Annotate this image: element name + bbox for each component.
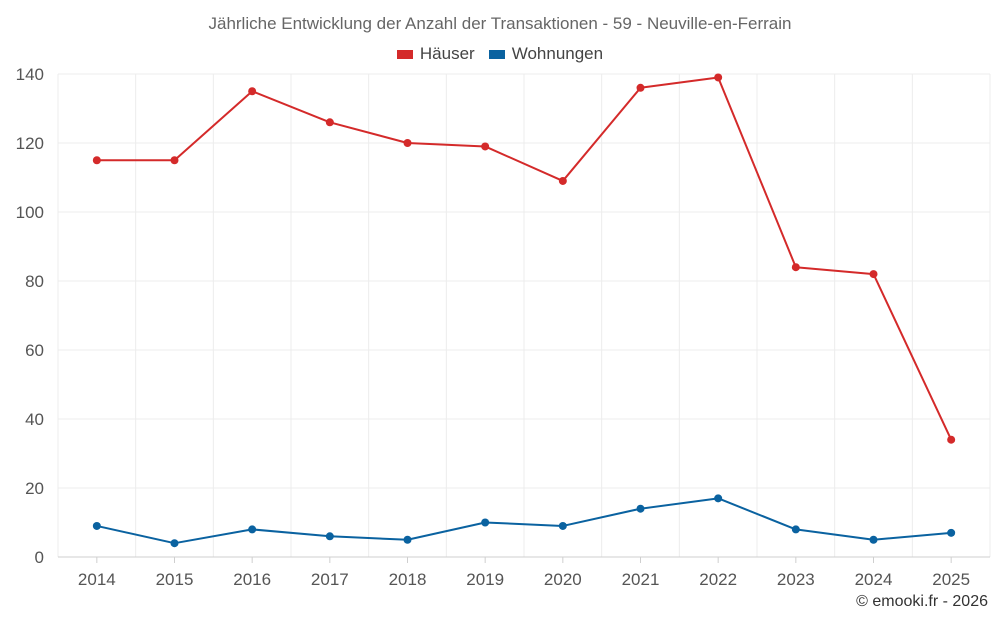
data-point-wohnungen-2015 — [170, 539, 179, 548]
data-point-haeuser-2021 — [636, 83, 645, 92]
data-point-wohnungen-2014 — [92, 521, 101, 530]
series-line-haeuser — [96, 76, 953, 441]
data-point-wohnungen-2020 — [558, 521, 567, 530]
x-tick-label-2018: 2018 — [389, 570, 427, 589]
y-tick-label-140: 140 — [16, 65, 44, 84]
y-tick-label-120: 120 — [16, 134, 44, 153]
x-tick-label-2021: 2021 — [622, 570, 660, 589]
y-tick-label-0: 0 — [35, 548, 44, 567]
data-point-wohnungen-2019 — [481, 518, 490, 527]
x-tick-label-2023: 2023 — [777, 570, 815, 589]
legend-label-haeuser: Häuser — [419, 44, 475, 63]
legend-item-wohnungen[interactable]: Wohnungen — [488, 44, 604, 64]
data-point-haeuser-2018 — [403, 139, 412, 147]
copyright-credit: © emooki.fr - 2026 — [856, 593, 988, 610]
data-point-haeuser-2020 — [558, 176, 567, 185]
data-point-haeuser-2019 — [481, 142, 490, 151]
data-point-haeuser-2024 — [869, 270, 878, 279]
data-point-wohnungen-2016 — [248, 525, 257, 534]
y-tick-label-80: 80 — [25, 272, 44, 291]
x-tick-label-2016: 2016 — [233, 570, 271, 589]
legend-swatch-haeuser — [396, 49, 413, 59]
y-tick-label-20: 20 — [25, 479, 44, 498]
legend: Häuser Wohnungen — [0, 44, 1000, 64]
x-tick-label-2022: 2022 — [699, 570, 737, 589]
chart-title: Jährliche Entwicklung der Anzahl der Tra… — [208, 14, 792, 33]
x-tick-label-2015: 2015 — [156, 570, 194, 589]
data-point-haeuser-2023 — [791, 263, 800, 272]
legend-swatch-wohnungen — [488, 49, 505, 59]
data-point-haeuser-2015 — [170, 156, 179, 165]
data-point-haeuser-2016 — [248, 87, 257, 96]
legend-label-wohnungen: Wohnungen — [511, 44, 604, 63]
data-point-haeuser-2014 — [92, 156, 101, 165]
legend-item-haeuser[interactable]: Häuser — [396, 44, 475, 64]
data-point-wohnungen-2022 — [714, 494, 723, 503]
data-point-haeuser-2025 — [947, 435, 956, 444]
data-point-wohnungen-2024 — [869, 535, 878, 544]
data-point-haeuser-2017 — [325, 118, 334, 127]
data-point-wohnungen-2021 — [636, 504, 645, 513]
x-tick-label-2025: 2025 — [932, 570, 970, 589]
y-tick-label-40: 40 — [25, 410, 44, 429]
data-point-wohnungen-2023 — [791, 525, 800, 534]
y-tick-label-60: 60 — [25, 341, 44, 360]
x-tick-label-2024: 2024 — [855, 570, 893, 589]
data-point-haeuser-2022 — [714, 73, 723, 82]
data-point-wohnungen-2017 — [325, 532, 334, 541]
x-tick-label-2014: 2014 — [78, 570, 116, 589]
x-tick-label-2019: 2019 — [466, 570, 504, 589]
x-tick-label-2020: 2020 — [544, 570, 582, 589]
y-tick-label-100: 100 — [16, 203, 44, 222]
data-point-wohnungen-2018 — [403, 535, 412, 544]
data-point-wohnungen-2025 — [947, 528, 956, 537]
x-tick-label-2017: 2017 — [311, 570, 349, 589]
series-line-wohnungen — [96, 497, 952, 545]
